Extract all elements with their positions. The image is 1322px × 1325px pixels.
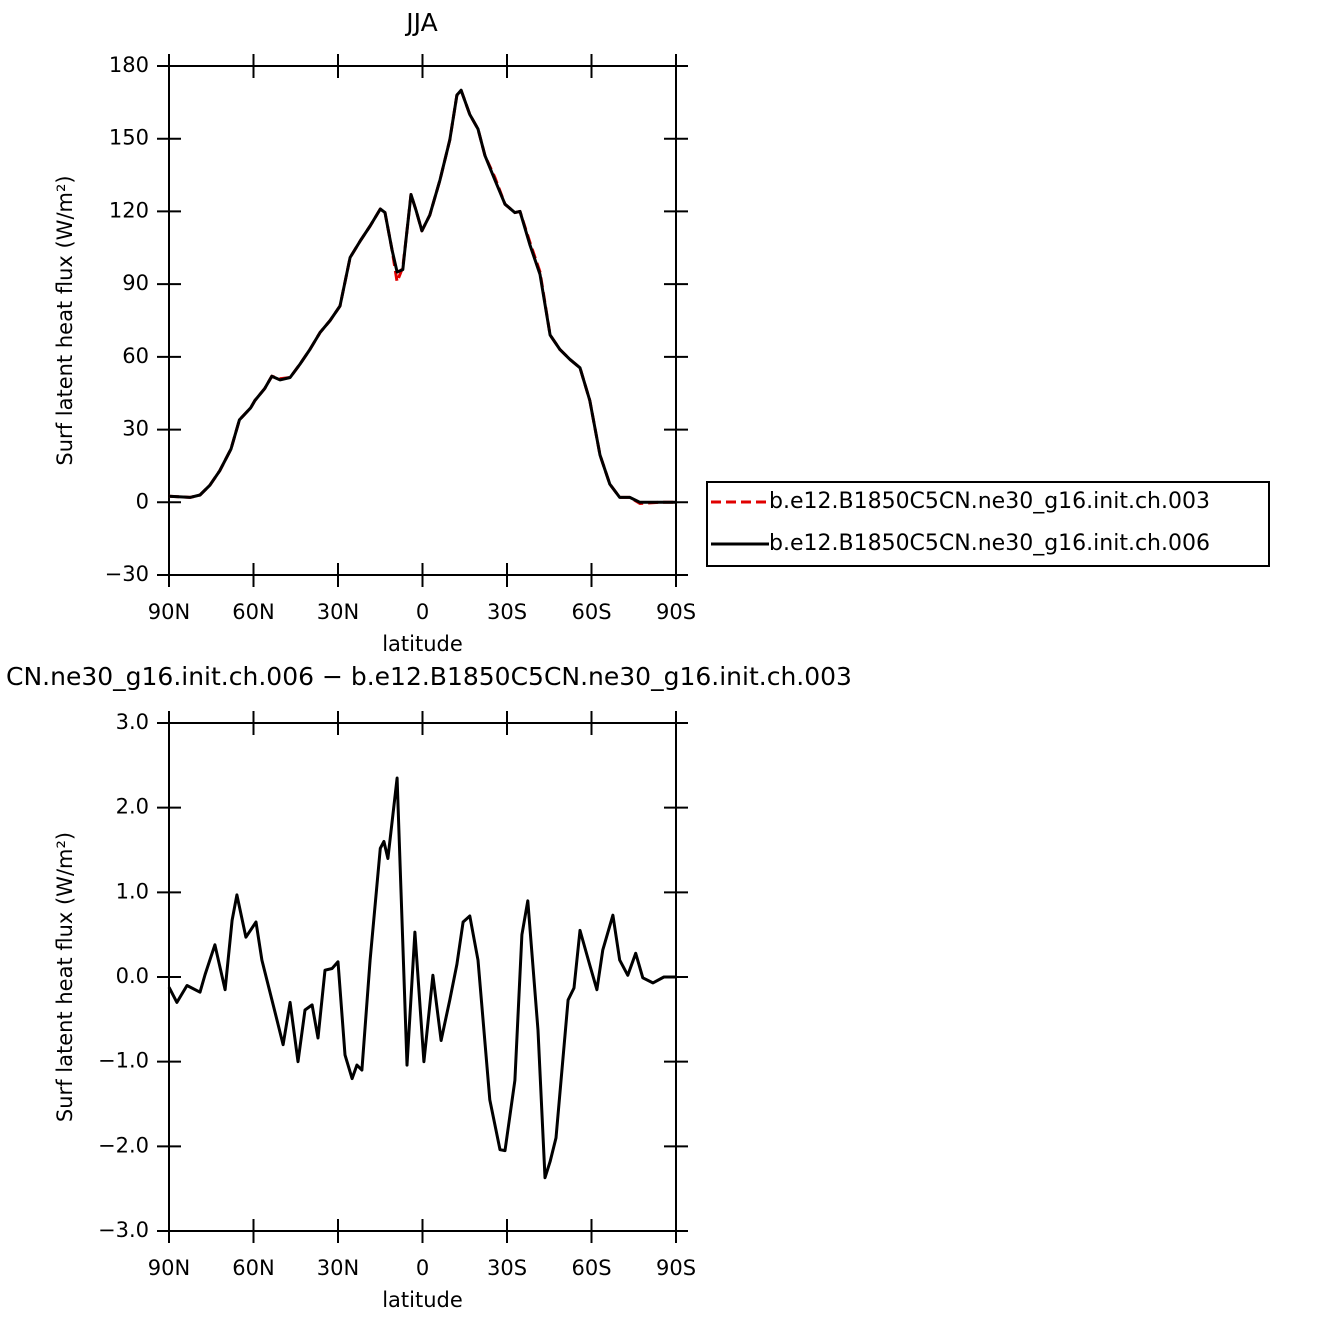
y-axis-label: Surf latent heat flux (W/m²) — [53, 175, 77, 465]
x-tick-label: 90S — [656, 600, 696, 624]
x-tick-label: 60N — [232, 1256, 274, 1280]
x-tick-label: 30N — [317, 1256, 359, 1280]
y-axis-label: Surf latent heat flux (W/m²) — [53, 832, 77, 1122]
y-tick-label: 60 — [122, 344, 149, 368]
legend-label: b.e12.B1850C5CN.ne30_g16.init.ch.006 — [769, 531, 1210, 556]
y-tick-label: 2.0 — [116, 795, 149, 819]
y-tick-label: 3.0 — [116, 710, 149, 734]
x-tick-label: 30S — [487, 600, 527, 624]
chart-title: CN.ne30_g16.init.ch.006 − b.e12.B1850C5C… — [6, 662, 852, 691]
x-tick-label: 90N — [148, 1256, 190, 1280]
legend-box — [706, 481, 1270, 567]
y-tick-label: 180 — [109, 53, 149, 77]
y-tick-label: −2.0 — [98, 1133, 149, 1157]
data-line — [167, 776, 676, 1180]
x-tick-label: 30S — [487, 1256, 527, 1280]
x-tick-label: 90S — [656, 1256, 696, 1280]
plot-frame — [168, 65, 677, 576]
y-tick-label: 0 — [136, 489, 149, 513]
y-tick-label: −30 — [105, 562, 149, 586]
y-tick-label: 150 — [109, 126, 149, 150]
chart-title: JJA — [404, 8, 437, 37]
x-tick-label: 90N — [148, 600, 190, 624]
x-axis-label: latitude — [382, 1288, 463, 1312]
y-tick-label: 90 — [122, 271, 149, 295]
y-tick-label: −3.0 — [98, 1218, 149, 1242]
y-tick-label: 0.0 — [116, 964, 149, 988]
x-tick-label: 60S — [571, 1256, 611, 1280]
data-line — [168, 88, 676, 505]
x-tick-label: 0 — [416, 1256, 429, 1280]
legend-label: b.e12.B1850C5CN.ne30_g16.init.ch.003 — [769, 489, 1210, 514]
x-tick-label: 60S — [571, 600, 611, 624]
x-tick-label: 60N — [232, 600, 274, 624]
y-tick-label: 30 — [122, 417, 149, 441]
y-tick-label: 120 — [109, 198, 149, 222]
y-tick-label: −1.0 — [98, 1049, 149, 1073]
y-tick-label: 1.0 — [116, 879, 149, 903]
x-tick-label: 0 — [416, 600, 429, 624]
x-tick-label: 30N — [317, 600, 359, 624]
x-axis-label: latitude — [382, 632, 463, 656]
data-line — [168, 88, 676, 504]
